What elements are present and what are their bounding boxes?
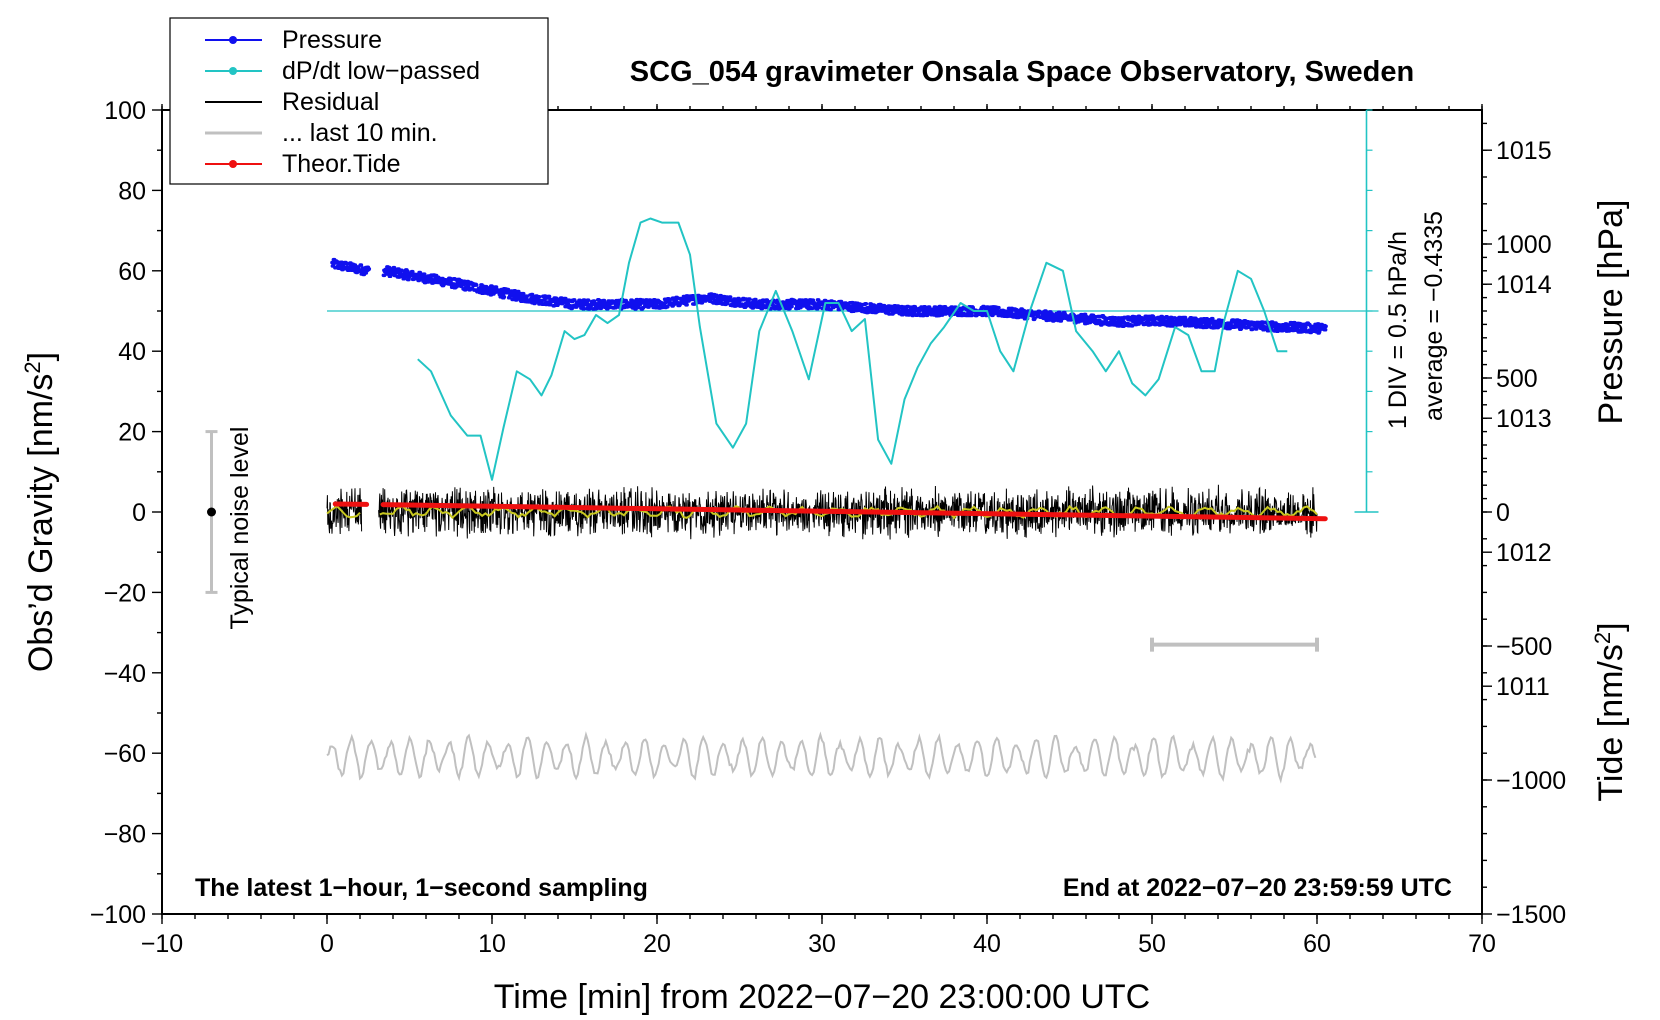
y-tick-label: −40	[104, 660, 146, 688]
x-tick-label: 10	[478, 930, 506, 958]
y-tick-label: 80	[118, 177, 146, 205]
x-tick-label: 20	[643, 930, 671, 958]
x-tick-label: −10	[141, 930, 183, 958]
tide-tick-label: 1000	[1496, 231, 1552, 259]
x-tick-label: 50	[1138, 930, 1166, 958]
tide-tick-label: −500	[1496, 633, 1552, 661]
legend-marker	[229, 160, 237, 168]
pressure-tick-label: 1012	[1496, 539, 1552, 567]
pressure-tick-label: 1015	[1496, 137, 1552, 165]
x-axis-label: Time [min] from 2022−07−20 23:00:00 UTC	[494, 978, 1150, 1016]
x-tick-label: 70	[1468, 930, 1496, 958]
chart-title: SCG_054 gravimeter Onsala Space Observat…	[630, 56, 1414, 88]
legend-marker	[229, 36, 237, 44]
y-tick-label: 60	[118, 258, 146, 286]
pressure-tick-label: 1014	[1496, 271, 1552, 299]
y-tick-label: −80	[104, 821, 146, 849]
annotation-sampling: The latest 1−hour, 1−second sampling	[195, 874, 648, 902]
dpdt-average-label: average = −0.4335	[1420, 211, 1448, 421]
x-tick-label: 30	[808, 930, 836, 958]
legend-marker	[229, 67, 237, 75]
x-tick-label: 0	[320, 930, 334, 958]
tide-tick-label: 500	[1496, 365, 1538, 393]
pressure-tick-label: 1013	[1496, 405, 1552, 433]
legend-label: Residual	[282, 88, 379, 116]
pressure-series	[330, 257, 1328, 335]
y-tick-label: 0	[132, 499, 146, 527]
legend-label: Pressure	[282, 26, 382, 54]
pressure-tick-label: 1011	[1496, 673, 1550, 701]
y-tick-label: 40	[118, 338, 146, 366]
tide-tick-label: −1500	[1496, 901, 1566, 929]
tide-tick-label: −1000	[1496, 767, 1566, 795]
dpdt-series	[417, 217, 1288, 481]
noise-level-label: Typical noise level	[226, 427, 254, 630]
tide-tick-label: 0	[1496, 499, 1510, 527]
legend-label: Theor.Tide	[282, 150, 401, 178]
noise-bar-center-dot	[207, 507, 216, 517]
last-ten-min-series	[326, 731, 1317, 784]
y-axis-label-pressure: Pressure [hPa]	[1592, 200, 1630, 425]
legend: Pressure dP/dt low−passed Residual ... last…	[169, 17, 549, 185]
x-tick-label: 40	[973, 930, 1001, 958]
y-axis-label-tide: Tide [nm/s2]	[1590, 622, 1630, 801]
dpdt-scale-label: 1 DIV = 0.5 hPa/h	[1384, 231, 1412, 429]
y-axis-label-gravity: Obs’d Gravity [nm/s2]	[20, 352, 60, 672]
legend-label: dP/dt low−passed	[282, 57, 480, 85]
y-tick-label: 100	[104, 97, 146, 125]
y-tick-label: −20	[104, 579, 146, 607]
annotation-end-time: End at 2022−07−20 23:59:59 UTC	[1063, 874, 1452, 902]
y-tick-label: −100	[90, 901, 146, 929]
y-tick-label: 20	[118, 419, 146, 447]
x-tick-label: 60	[1303, 930, 1331, 958]
legend-label: ... last 10 min.	[282, 119, 438, 147]
y-tick-label: −60	[104, 740, 146, 768]
tide-series	[380, 502, 1328, 522]
